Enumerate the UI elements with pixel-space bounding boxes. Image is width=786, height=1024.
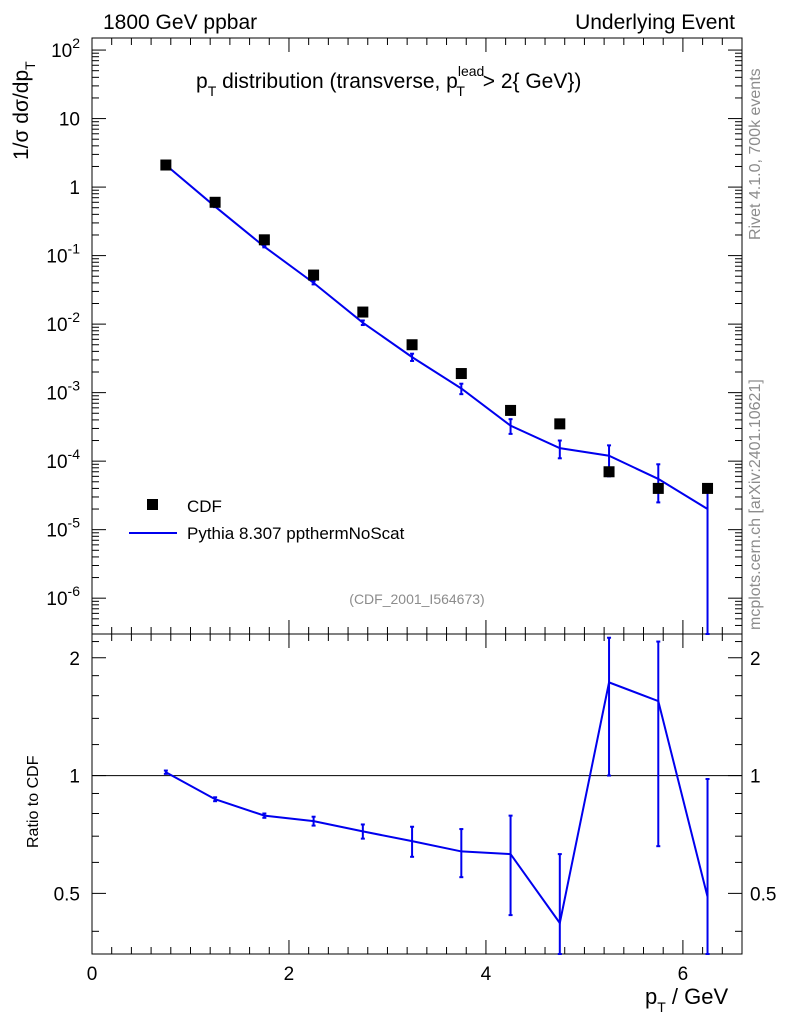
legend: CDF Pythia 8.307 ppthermNoScat <box>129 497 405 543</box>
main-series-layer <box>160 159 714 635</box>
main-y-tick-label: 10-3 <box>46 378 80 405</box>
cdf-data-point <box>209 196 221 208</box>
ratio-plot-frame <box>91 633 743 955</box>
legend-cdf-marker <box>147 499 158 510</box>
title-end: > 2{ GeV}) <box>477 70 582 93</box>
tick-label-base: 10 <box>46 247 67 268</box>
cdf-data-point <box>455 368 467 380</box>
cdf-data-point <box>357 306 369 318</box>
ratio-x-tick-label: 2 <box>284 964 295 985</box>
title-middle: distribution (transverse, p <box>216 70 458 93</box>
legend-cdf-label: CDF <box>187 497 222 516</box>
ratio-x-tick-label: 0 <box>87 964 98 985</box>
pythia-line <box>165 164 709 510</box>
ratio-x-tick-label: 6 <box>678 964 689 985</box>
tick-label-base: 10 <box>46 315 67 336</box>
cdf-data-point <box>308 269 320 281</box>
tick-label-base: 10 <box>46 589 67 610</box>
collider-label: 1800 GeV ppbar <box>103 11 257 34</box>
main-y-axis-label: 1/σ dσ/dpT <box>10 61 38 160</box>
ratio-axis-ticks: 0 2 4 6 0.5 0.5 1 1 2 2 <box>54 634 776 985</box>
tick-label-base: 10 <box>46 521 67 542</box>
ratio-y-tick-label: 0.5 <box>54 884 80 905</box>
ratio-line <box>165 681 709 926</box>
x-label-unit: / GeV <box>666 984 729 1009</box>
x-axis-label: pT / GeV <box>645 984 728 1015</box>
cdf-data-point <box>406 339 418 351</box>
ratio-y-tick-label-right: 2 <box>750 649 761 670</box>
ratio-x-tick-label: 4 <box>481 964 492 985</box>
tick-label-exponent: -5 <box>68 515 81 531</box>
cdf-data-point <box>505 404 517 416</box>
tick-label-exponent: -3 <box>68 378 81 394</box>
rivet-version-label: Rivet 4.1.0, 700k events <box>747 68 764 240</box>
main-y-tick-label: 10-2 <box>46 309 80 336</box>
ratio-y-tick-label-right: 0.5 <box>750 884 776 905</box>
main-y-tick-label: 10-6 <box>46 583 80 610</box>
title-sub-t2: T <box>456 83 465 99</box>
chart-title: pT distribution (transverse, plead T > 2{… <box>196 63 581 99</box>
cdf-data-point <box>258 234 270 246</box>
main-y-tick-label: 10-5 <box>46 515 80 542</box>
main-y-label-text: 1/σ dσ/dp <box>10 70 33 160</box>
cdf-data-point <box>702 482 714 494</box>
title-sup-lead: lead <box>458 63 484 79</box>
cdf-data-point <box>554 418 566 430</box>
main-y-label-sub: T <box>22 61 38 70</box>
main-y-tick-label: 1 <box>69 178 80 199</box>
title-sub-t: T <box>208 83 217 99</box>
tick-label-exponent: -2 <box>68 309 81 325</box>
ratio-y-tick-label-right: 1 <box>750 767 761 788</box>
tick-label-base: 10 <box>51 41 72 62</box>
title-p: p <box>196 70 208 93</box>
tick-label-base: 10 <box>46 452 67 473</box>
tick-label-exponent: -4 <box>68 446 81 462</box>
main-plot-frame <box>91 37 743 635</box>
cdf-data-point <box>160 159 172 171</box>
mcplots-label: mcplots.cern.ch [arXiv:2401.10621] <box>747 379 764 630</box>
main-y-tick-label: 10 <box>59 110 80 131</box>
ratio-y-axis-label: Ratio to CDF <box>25 755 42 848</box>
tick-label-exponent: -6 <box>68 583 81 599</box>
tick-label-exponent: -1 <box>68 241 81 257</box>
ratio-series-layer <box>163 636 710 955</box>
tick-label-base: 10 <box>46 384 67 405</box>
analysis-reference-label: (CDF_2001_I564673) <box>349 591 484 607</box>
legend-pythia-label: Pythia 8.307 ppthermNoScat <box>187 524 405 543</box>
ratio-y-tick-label: 2 <box>69 649 80 670</box>
tick-label-exponent: 2 <box>72 35 80 51</box>
main-y-tick-label: 10-4 <box>46 446 80 473</box>
cdf-data-point <box>652 482 664 494</box>
x-label-sub: T <box>657 999 666 1015</box>
main-y-tick-label: 102 <box>51 35 80 62</box>
cdf-data-point <box>603 466 615 478</box>
main-y-tick-label: 10-1 <box>46 241 80 268</box>
ratio-y-tick-label: 1 <box>69 767 80 788</box>
x-label-p: p <box>645 984 657 1009</box>
process-label: Underlying Event <box>575 11 735 34</box>
